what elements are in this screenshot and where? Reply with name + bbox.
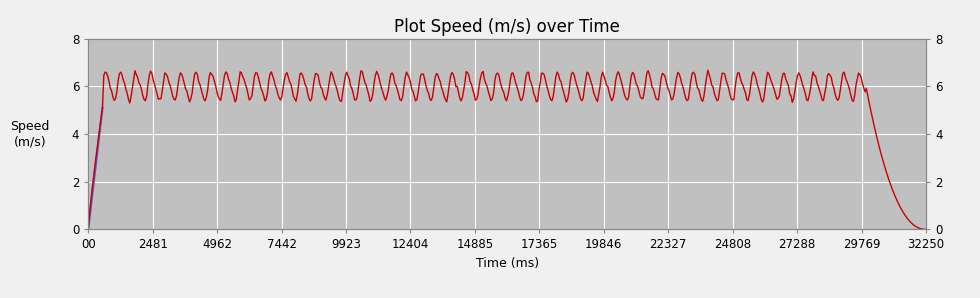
Y-axis label: Speed
(m/s): Speed (m/s) bbox=[11, 120, 50, 148]
X-axis label: Time (ms): Time (ms) bbox=[475, 257, 539, 270]
Title: Plot Speed (m/s) over Time: Plot Speed (m/s) over Time bbox=[394, 18, 620, 36]
